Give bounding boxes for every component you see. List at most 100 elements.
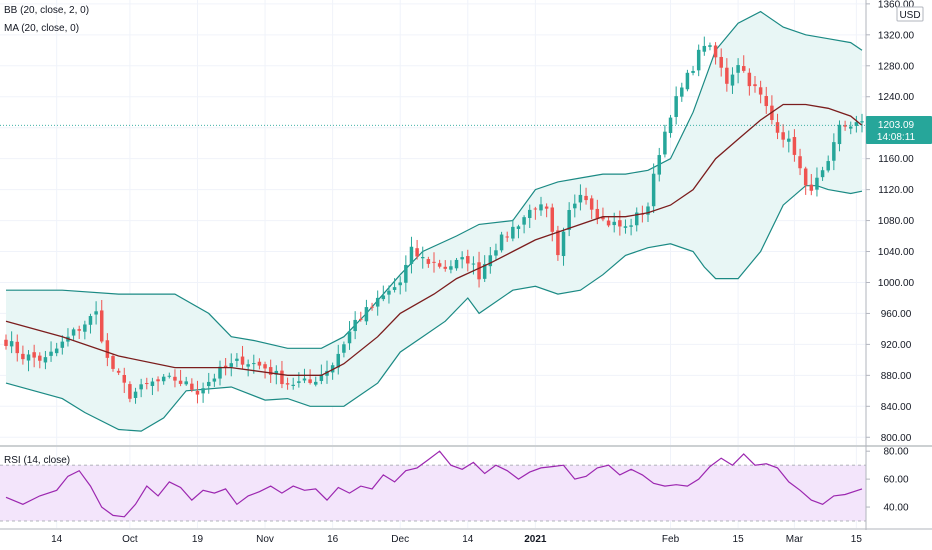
candle-body[interactable] bbox=[787, 138, 791, 142]
ma-legend[interactable]: MA (20, close, 0) bbox=[4, 23, 80, 34]
candle-body[interactable] bbox=[685, 72, 690, 90]
candle-body[interactable] bbox=[415, 248, 419, 257]
candle-body[interactable] bbox=[184, 381, 188, 385]
candle-body[interactable] bbox=[201, 388, 205, 394]
candle-body[interactable] bbox=[860, 121, 864, 123]
candle-body[interactable] bbox=[561, 231, 566, 257]
rsi-axis[interactable]: 40.00 60.00 80.00 bbox=[866, 447, 909, 514]
candle-body[interactable] bbox=[291, 384, 295, 386]
candle-body[interactable] bbox=[353, 319, 357, 332]
candle-body[interactable] bbox=[781, 132, 785, 140]
candle-body[interactable] bbox=[815, 177, 819, 190]
candle-body[interactable] bbox=[150, 381, 155, 386]
candle-body[interactable] bbox=[646, 206, 650, 215]
candle-body[interactable] bbox=[49, 351, 53, 356]
candle-body[interactable] bbox=[297, 381, 301, 383]
candle-body[interactable] bbox=[364, 307, 369, 322]
candlestick-series[interactable] bbox=[4, 36, 864, 404]
candle-body[interactable] bbox=[629, 225, 633, 227]
candle-body[interactable] bbox=[26, 354, 31, 361]
candle-body[interactable] bbox=[460, 257, 464, 260]
candle-body[interactable] bbox=[21, 353, 25, 360]
candle-body[interactable] bbox=[736, 65, 740, 73]
candle-body[interactable] bbox=[257, 361, 262, 366]
candle-body[interactable] bbox=[741, 66, 746, 71]
candle-body[interactable] bbox=[680, 87, 684, 97]
candle-body[interactable] bbox=[229, 363, 234, 367]
candle-body[interactable] bbox=[826, 161, 830, 171]
candle-body[interactable] bbox=[370, 306, 374, 308]
candle-body[interactable] bbox=[747, 72, 752, 87]
candle-body[interactable] bbox=[702, 45, 707, 52]
candle-body[interactable] bbox=[325, 370, 329, 376]
candle-body[interactable] bbox=[618, 220, 622, 227]
candle-body[interactable] bbox=[595, 208, 600, 219]
candle-body[interactable] bbox=[359, 318, 363, 320]
rsi-legend[interactable]: RSI (14, close) bbox=[4, 455, 71, 466]
candle-body[interactable] bbox=[589, 198, 594, 210]
candle-body[interactable] bbox=[758, 87, 763, 95]
candle-body[interactable] bbox=[263, 364, 267, 369]
candle-body[interactable] bbox=[764, 96, 769, 107]
candle-body[interactable] bbox=[573, 203, 577, 209]
candle-body[interactable] bbox=[848, 126, 853, 129]
candle-body[interactable] bbox=[139, 384, 143, 390]
price-axis[interactable]: 800.00 840.00 880.00 920.00 960.00 1000.00 104… bbox=[866, 0, 915, 444]
candle-body[interactable] bbox=[161, 376, 166, 382]
candle-body[interactable] bbox=[606, 220, 611, 226]
candle-body[interactable] bbox=[668, 117, 673, 134]
candle-body[interactable] bbox=[111, 356, 115, 369]
candle-body[interactable] bbox=[336, 353, 341, 368]
candle-body[interactable] bbox=[178, 380, 183, 384]
candle-body[interactable] bbox=[657, 155, 662, 175]
candle-body[interactable] bbox=[387, 290, 391, 295]
candle-body[interactable] bbox=[533, 208, 538, 210]
candle-body[interactable] bbox=[623, 226, 628, 228]
candle-body[interactable] bbox=[116, 370, 121, 373]
candle-body[interactable] bbox=[133, 391, 138, 398]
candle-body[interactable] bbox=[285, 383, 290, 385]
candle-body[interactable] bbox=[775, 122, 780, 133]
candle-body[interactable] bbox=[511, 226, 515, 239]
candle-body[interactable] bbox=[820, 170, 825, 178]
candle-body[interactable] bbox=[550, 207, 555, 232]
candle-body[interactable] bbox=[651, 173, 656, 207]
candle-body[interactable] bbox=[426, 259, 431, 264]
candle-body[interactable] bbox=[527, 209, 532, 219]
candle-body[interactable] bbox=[404, 264, 408, 283]
candle-body[interactable] bbox=[539, 204, 543, 211]
candle-body[interactable] bbox=[708, 45, 712, 47]
candle-body[interactable] bbox=[381, 295, 386, 300]
candle-body[interactable] bbox=[454, 259, 459, 269]
candle-body[interactable] bbox=[482, 264, 487, 279]
candle-body[interactable] bbox=[398, 282, 402, 286]
candle-body[interactable] bbox=[313, 381, 318, 385]
candle-body[interactable] bbox=[832, 142, 836, 161]
candle-body[interactable] bbox=[195, 390, 200, 395]
candle-body[interactable] bbox=[94, 311, 98, 315]
candle-body[interactable] bbox=[696, 49, 701, 71]
candle-body[interactable] bbox=[212, 378, 217, 382]
candle-body[interactable] bbox=[77, 329, 81, 331]
candle-body[interactable] bbox=[156, 379, 160, 382]
candle-body[interactable] bbox=[488, 255, 493, 267]
candle-body[interactable] bbox=[252, 363, 256, 365]
candle-body[interactable] bbox=[612, 221, 616, 226]
candle-body[interactable] bbox=[308, 379, 312, 383]
time-axis[interactable]: 14 Oct 19 Nov 16 Dec 14 2021 Feb 15 Mar 15 bbox=[51, 534, 862, 545]
candle-body[interactable] bbox=[223, 365, 228, 368]
candle-body[interactable] bbox=[32, 352, 36, 358]
candle-body[interactable] bbox=[173, 376, 177, 381]
candle-body[interactable] bbox=[83, 324, 87, 332]
candle-body[interactable] bbox=[544, 206, 549, 209]
candle-body[interactable] bbox=[803, 168, 808, 186]
candle-body[interactable] bbox=[274, 370, 279, 375]
candle-body[interactable] bbox=[302, 378, 307, 381]
candle-body[interactable] bbox=[691, 70, 695, 73]
candle-body[interactable] bbox=[420, 257, 425, 259]
candle-body[interactable] bbox=[843, 125, 847, 127]
candle-body[interactable] bbox=[713, 45, 718, 58]
candle-body[interactable] bbox=[798, 156, 802, 169]
candle-body[interactable] bbox=[578, 194, 583, 203]
